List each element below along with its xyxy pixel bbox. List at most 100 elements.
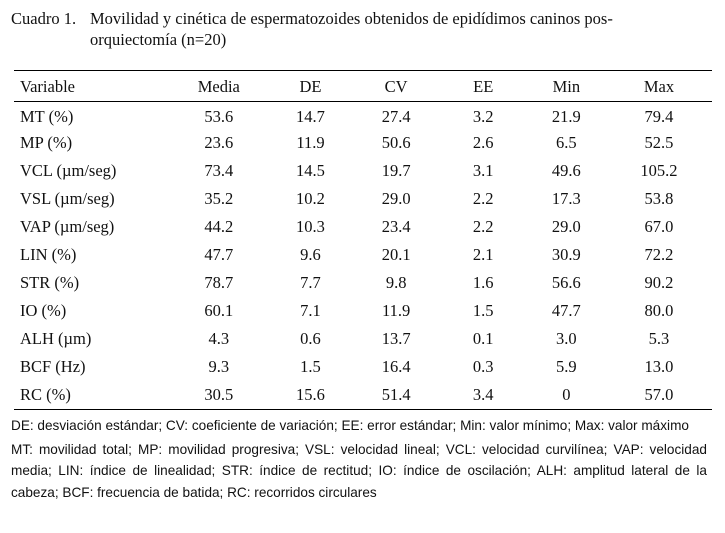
- cell-cv: 19.7: [381, 161, 411, 180]
- cell-min: 47.7: [551, 301, 581, 320]
- cell-min: 17.3: [551, 189, 581, 208]
- cell-variable: VAP (µm/seg): [20, 217, 115, 236]
- cell-cv: 23.4: [381, 217, 411, 236]
- header-ee: EE: [473, 77, 494, 96]
- cell-max: 80.0: [644, 301, 674, 320]
- cell-cv: 27.4: [381, 107, 411, 126]
- header-media: Media: [197, 77, 240, 96]
- cell-min: 3.0: [556, 329, 577, 348]
- cell-media: 60.1: [204, 301, 234, 320]
- table-footnotes: DE: desviación estándar; CV: coeficiente…: [11, 415, 707, 503]
- table-header: Variable Media DE CV EE Min Max: [14, 73, 712, 101]
- header-variable: Variable: [20, 77, 75, 96]
- cell-cv: 50.6: [381, 133, 411, 152]
- cell-de: 10.3: [296, 217, 325, 236]
- cell-max: 105.2: [640, 161, 678, 180]
- cell-media: 35.2: [204, 189, 234, 208]
- table-row: RC (%) 30.5 15.6 51.4 3.4 0 57.0: [14, 381, 712, 409]
- header-max: Max: [643, 77, 675, 96]
- cell-variable: STR (%): [20, 273, 80, 292]
- caption-line-1: Movilidad y cinética de espermatozoides …: [90, 9, 613, 28]
- cell-ee: 2.6: [472, 133, 494, 152]
- cell-min: 29.0: [551, 217, 581, 236]
- header-de: DE: [299, 77, 322, 96]
- cell-media: 78.7: [204, 273, 234, 292]
- cell-de: 1.5: [300, 357, 321, 376]
- cell-media: 53.6: [204, 107, 234, 126]
- cell-variable: MP (%): [20, 133, 73, 152]
- cell-media: 23.6: [204, 133, 234, 152]
- header-row: Variable Media DE CV EE Min Max: [14, 73, 712, 101]
- cell-variable: IO (%): [20, 301, 67, 320]
- table-number: Cuadro 1.: [11, 9, 77, 28]
- bottom-rule: [14, 409, 712, 410]
- cell-min: 0: [562, 385, 571, 404]
- table-row: IO (%) 60.1 7.1 11.9 1.5 47.7 80.0: [14, 297, 712, 325]
- cell-media: 30.5: [204, 385, 234, 404]
- cell-variable: MT (%): [20, 107, 74, 126]
- header-rule: [14, 101, 712, 102]
- cell-de: 0.6: [300, 329, 321, 348]
- cell-ee: 0.3: [472, 357, 494, 376]
- footnote-variables: MT: movilidad total; MP: movilidad progr…: [11, 441, 707, 500]
- header-cv: CV: [384, 77, 408, 96]
- cell-cv: 13.7: [381, 329, 411, 348]
- cell-min: 49.6: [551, 161, 581, 180]
- header-min: Min: [552, 77, 581, 96]
- cell-min: 6.5: [556, 133, 577, 152]
- cell-de: 7.7: [300, 273, 321, 292]
- table-row: MT (%) 53.6 14.7 27.4 3.2 21.9 79.4: [14, 101, 712, 129]
- cell-de: 9.6: [300, 245, 321, 264]
- cell-variable: LIN (%): [20, 245, 77, 264]
- cell-ee: 3.2: [472, 107, 494, 126]
- cell-ee: 0.1: [472, 329, 494, 348]
- cell-de: 10.2: [296, 189, 325, 208]
- cell-media: 44.2: [204, 217, 234, 236]
- cell-media: 4.3: [208, 329, 230, 348]
- cell-variable: VCL (µm/seg): [20, 161, 117, 180]
- cell-cv: 9.8: [385, 273, 407, 292]
- motility-table: Variable Media DE CV EE Min Max MT (%) 53…: [14, 73, 712, 409]
- table-row: BCF (Hz) 9.3 1.5 16.4 0.3 5.9 13.0: [14, 353, 712, 381]
- top-rule: [14, 70, 712, 71]
- cell-cv: 29.0: [381, 189, 411, 208]
- table-row: MP (%) 23.6 11.9 50.6 2.6 6.5 52.5: [14, 129, 712, 157]
- cell-cv: 20.1: [381, 245, 411, 264]
- cell-max: 13.0: [644, 357, 674, 376]
- cell-de: 14.7: [296, 107, 325, 126]
- cell-variable: RC (%): [20, 385, 71, 404]
- cell-variable: BCF (Hz): [20, 357, 86, 376]
- cell-media: 47.7: [204, 245, 234, 264]
- cell-media: 9.3: [208, 357, 230, 376]
- cell-max: 67.0: [644, 217, 674, 236]
- table-row: ALH (µm) 4.3 0.6 13.7 0.1 3.0 5.3: [14, 325, 712, 353]
- cell-de: 15.6: [296, 385, 325, 404]
- table-row: STR (%) 78.7 7.7 9.8 1.6 56.6 90.2: [14, 269, 712, 297]
- cell-ee: 3.1: [472, 161, 494, 180]
- cell-max: 53.8: [644, 189, 674, 208]
- footnote-stats: DE: desviación estándar; CV: coeficiente…: [11, 418, 689, 433]
- cell-ee: 2.1: [472, 245, 494, 264]
- cell-ee: 2.2: [472, 217, 494, 236]
- cell-max: 57.0: [644, 385, 674, 404]
- cell-de: 7.1: [300, 301, 321, 320]
- caption-line-2: orquiectomía (n=20): [90, 30, 227, 49]
- cell-media: 73.4: [204, 161, 234, 180]
- table-row: VSL (µm/seg) 35.2 10.2 29.0 2.2 17.3 53.8: [14, 185, 712, 213]
- cell-ee: 1.6: [472, 273, 494, 292]
- cell-max: 79.4: [644, 107, 674, 126]
- table-row: VAP (µm/seg) 44.2 10.3 23.4 2.2 29.0 67.0: [14, 213, 712, 241]
- cell-max: 90.2: [644, 273, 674, 292]
- cell-min: 5.9: [556, 357, 577, 376]
- cell-cv: 51.4: [381, 385, 411, 404]
- table-body: MT (%) 53.6 14.7 27.4 3.2 21.9 79.4 MP (%) 23.6 1…: [14, 101, 712, 409]
- table-caption: Cuadro 1. Movilidad y cinética de esperma…: [11, 8, 716, 50]
- cell-cv: 16.4: [381, 357, 411, 376]
- cell-min: 30.9: [551, 245, 581, 264]
- table-row: VCL (µm/seg) 73.4 14.5 19.7 3.1 49.6 105.2: [14, 157, 712, 185]
- cell-ee: 1.5: [472, 301, 494, 320]
- table-row: LIN (%) 47.7 9.6 20.1 2.1 30.9 72.2: [14, 241, 712, 269]
- cell-ee: 3.4: [472, 385, 494, 404]
- cell-min: 21.9: [551, 107, 581, 126]
